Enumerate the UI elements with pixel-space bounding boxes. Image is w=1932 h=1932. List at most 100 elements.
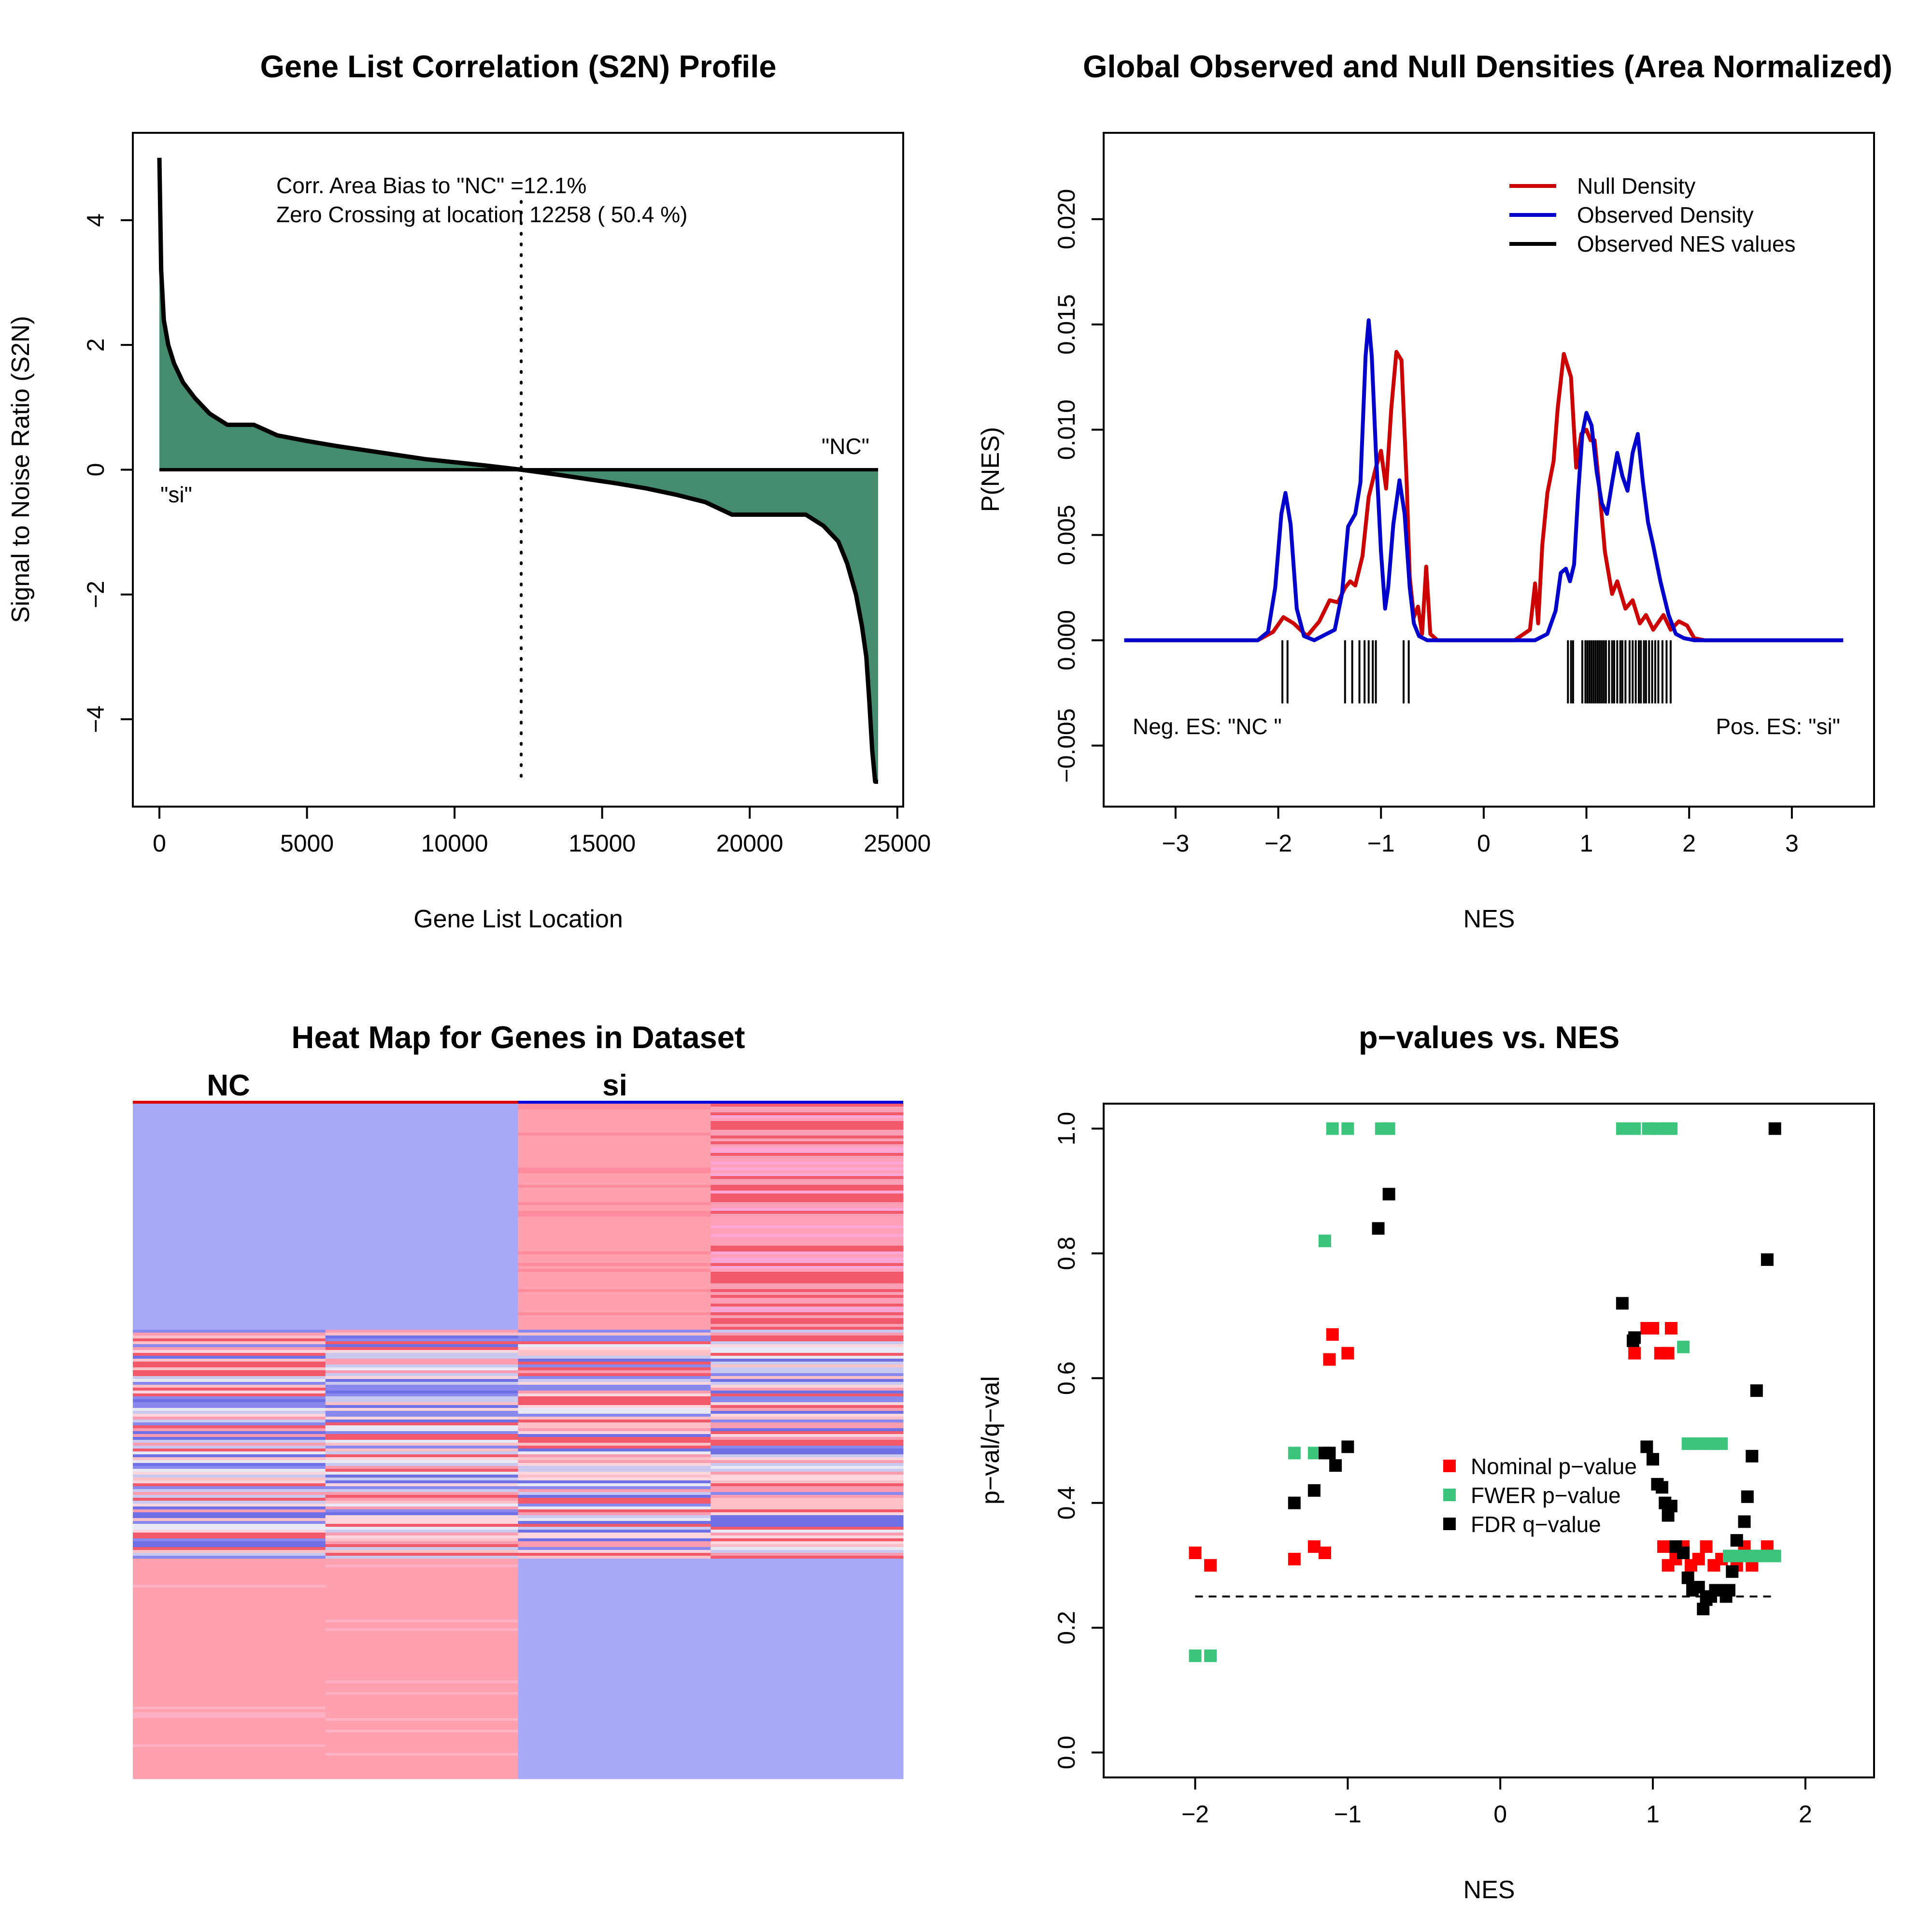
heatmap-cell [518,1399,711,1403]
heatmap-cell [518,1104,711,1107]
legend-observed-label: Observed Density [1577,202,1754,227]
heatmap-cell [518,1405,711,1408]
heatmap-cell [325,1121,518,1124]
heatmap-cell [710,1107,904,1110]
fdr-qvalue-point [1372,1222,1385,1235]
heatmap-cell [710,1237,904,1240]
heatmap-cell [325,1373,518,1377]
heatmap-cell [133,1214,326,1217]
heatmap-cell [710,1335,904,1339]
heatmap-cell [133,1147,326,1151]
heatmap-cell [325,1495,518,1498]
heatmap-cell [325,1338,518,1342]
heatmap-cell [518,1501,711,1504]
heatmap-cell [325,1269,518,1272]
heatmap-cell [325,1724,518,1727]
s2n-profile-line [157,157,879,784]
heatmap-cell [133,1420,326,1423]
heatmap-cell [133,1733,326,1736]
heatmap-cell [133,1472,326,1475]
fdr-qvalue-point [1329,1459,1342,1472]
heatmap-cell [133,1579,326,1582]
heatmap-cell [710,1443,904,1446]
heatmap-cell [710,1475,904,1478]
heatmap-cell [710,1188,904,1191]
fdr-qvalue-point [1768,1122,1781,1135]
heatmap-cell [518,1706,711,1710]
heatmap-cell [710,1492,904,1495]
heatmap-cell [133,1243,326,1246]
heatmap-cell [325,1176,518,1179]
heatmap-cell [133,1304,326,1307]
heatmap-cell [710,1480,904,1484]
heatmap-cell [133,1153,326,1156]
x-tick-label: 5000 [280,830,334,857]
heatmap-cell [325,1422,518,1426]
fwer-pvalue-point [1288,1447,1301,1460]
heatmap-cell [518,1651,711,1655]
heatmap-cell [133,1124,326,1127]
heatmap-cell [518,1162,711,1165]
pvalues-plot-area [1189,1122,1781,1662]
heatmap-cell [710,1469,904,1472]
heatmap-cell [133,1254,326,1258]
heatmap-cell [710,1144,904,1148]
heatmap-cell [710,1278,904,1281]
heatmap-cell [325,1446,518,1449]
heatmap-cell [325,1605,518,1608]
heatmap-cell [133,1535,326,1539]
heatmap-cell [518,1648,711,1652]
heatmap-cell [518,1118,711,1122]
heatmap-cell [518,1243,711,1246]
heatmap-cell [133,1559,326,1562]
heatmap-cell [133,1475,326,1478]
heatmap-cell [518,1582,711,1585]
heatmap-cell [133,1599,326,1603]
heatmap-cell [518,1193,711,1197]
heatmap-cell [325,1480,518,1484]
fdr-qvalue-point [1761,1253,1774,1266]
heatmap-cell [325,1333,518,1336]
heatmap-cell [325,1440,518,1443]
heatmap-cell [518,1718,711,1721]
heatmap-cell [133,1362,326,1365]
heatmap-cell [325,1443,518,1446]
heatmap-cell [133,1750,326,1753]
heatmap-cell [518,1773,711,1776]
heatmap-cell [133,1446,326,1449]
heatmap-cell [325,1767,518,1771]
x-tick-label: 0 [153,830,166,857]
density-legend: Null Density Observed Density Observed N… [1509,173,1796,256]
y-tick-label: 0.6 [1053,1362,1080,1395]
heatmap-cell [518,1179,711,1182]
heatmap-cell [133,1289,326,1293]
heatmap-cell [710,1741,904,1745]
heatmap-cell [133,1643,326,1646]
heatmap-cell [325,1437,518,1440]
heatmap-cell [518,1463,711,1466]
heatmap-cell [710,1675,904,1678]
heatmap-cell [133,1614,326,1617]
heatmap-cell [710,1680,904,1684]
heatmap-cell [133,1222,326,1226]
heatmap-cell [710,1634,904,1637]
heatmap-cell [710,1663,904,1666]
heatmap-cell [133,1686,326,1690]
heatmap-cell [518,1576,711,1579]
heatmap-cell [710,1225,904,1229]
heatmap-cell [518,1553,711,1556]
heatmap-cell [518,1622,711,1626]
heatmap-cell [325,1179,518,1182]
heatmap-cell [133,1292,326,1295]
heatmap-cell [518,1199,711,1203]
heatmap-cell [710,1385,904,1388]
heatmap-cell [133,1251,326,1255]
heatmap-cell [133,1596,326,1600]
heatmap-cell [710,1460,904,1463]
heatmap-cell [325,1147,518,1151]
heatmap-cell [133,1312,326,1316]
heatmap-cell [133,1391,326,1394]
heatmap-cell [518,1335,711,1339]
heatmap-cell [325,1133,518,1136]
heatmap-cell [710,1683,904,1687]
